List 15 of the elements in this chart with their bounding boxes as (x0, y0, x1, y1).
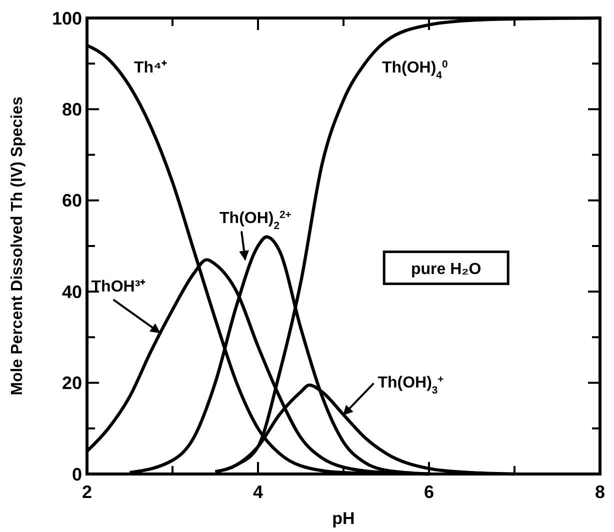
y-tick-label: 100 (52, 8, 82, 28)
y-tick-label: 0 (72, 464, 82, 484)
x-tick-label: 2 (82, 482, 92, 502)
y-tick-label: 80 (62, 100, 82, 120)
y-tick-label: 20 (62, 373, 82, 394)
x-tick-label: 8 (594, 482, 606, 502)
series-label: ThOH³⁺ (91, 278, 146, 296)
y-axis-title: Mole Percent Dissolved Th (IV) Species (9, 96, 26, 396)
series-label: Th⁴⁺ (134, 60, 168, 77)
x-axis-title: pH (332, 509, 355, 528)
annotation: pure H₂O (410, 260, 482, 278)
y-tick-label: 40 (62, 282, 82, 302)
x-tick-label: 4 (252, 482, 264, 502)
x-tick-label: 6 (424, 482, 434, 502)
y-tick-label: 60 (62, 190, 82, 211)
